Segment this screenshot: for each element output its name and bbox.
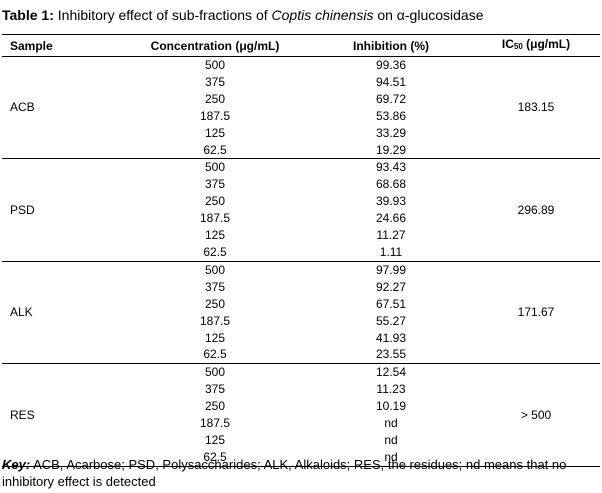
inhibition-cell: 1.11 xyxy=(310,243,472,262)
inhibition-cell: 92.27 xyxy=(375,279,407,294)
sample-cell: ALK xyxy=(2,261,120,365)
inhibition-cell: 10.19 xyxy=(375,399,407,414)
key-label: Key: xyxy=(2,457,31,472)
inhibition-cell: 23.55 xyxy=(310,346,472,365)
sample-cell: PSD xyxy=(2,158,120,262)
caption-label: Table 1: xyxy=(2,7,54,23)
table-body: ACB 500 99.36 183.15 375 94.51 250 69.72 187.5 53… xyxy=(2,56,600,467)
concentration-cell: 375 xyxy=(204,74,226,89)
table-row: RES 500 12.54 > 500 xyxy=(2,363,600,467)
concentration-cell: 62.5 xyxy=(120,346,310,365)
inhibition-cell: 24.66 xyxy=(375,211,407,226)
table-row: 187.5 24.66 xyxy=(2,210,600,227)
inhibition-cell: nd xyxy=(310,448,472,467)
inhibition-cell: 99.36 xyxy=(375,58,407,72)
concentration-cell: 125 xyxy=(204,432,226,447)
concentration-cell: 250 xyxy=(204,91,226,106)
table-row: 62.5 23.55 xyxy=(2,346,600,365)
key-text: ACB, Acarbose; PSD, Polysaccharides; ALK… xyxy=(2,457,567,489)
concentration-cell: 250 xyxy=(204,194,226,209)
header-inhibition: Inhibition (%) xyxy=(310,34,472,57)
concentration-cell: 125 xyxy=(204,125,226,140)
table-caption: Table 1: Inhibitory effect of sub-fracti… xyxy=(2,6,484,24)
inhibition-cell: 94.51 xyxy=(375,74,407,89)
sample-cell: RES xyxy=(2,363,120,467)
ic50-cell: 171.67 xyxy=(472,261,600,365)
inhibition-cell: 55.27 xyxy=(375,313,407,328)
header-ic50-sub: 50 xyxy=(513,42,523,51)
table-row: PSD 500 93.43 296.89 xyxy=(2,158,600,262)
ic50-cell: 296.89 xyxy=(472,158,600,262)
table-row: 250 10.19 xyxy=(2,398,600,415)
concentration-cell: 62.5 xyxy=(120,448,310,467)
header-ic50-prefix: IC xyxy=(501,37,514,51)
inhibition-cell: 11.23 xyxy=(376,382,406,397)
caption-text-before: Inhibitory effect of sub-fractions of xyxy=(53,7,272,23)
inhibition-cell: 53.86 xyxy=(375,108,407,123)
header-ic50: IC50 (μg/mL) xyxy=(472,34,600,57)
inhibition-cell: nd xyxy=(384,416,398,431)
table-key: Key: ACB, Acarbose; PSD, Polysaccharides… xyxy=(2,456,600,490)
header-ic50-suffix: (μg/mL) xyxy=(522,37,571,51)
table-row: 62.5 nd xyxy=(2,448,600,467)
table-row: 250 67.51 xyxy=(2,296,600,313)
inhibition-cell: 39.93 xyxy=(375,194,407,209)
concentration-cell: 187.5 xyxy=(199,108,231,123)
table-row: ALK 500 97.99 171.67 xyxy=(2,261,600,365)
concentration-cell: 187.5 xyxy=(199,313,231,328)
table-row: ACB 500 99.36 183.15 xyxy=(2,56,600,160)
table-row: 62.5 19.29 xyxy=(2,141,600,160)
inhibition-cell: 69.72 xyxy=(375,91,407,106)
concentration-cell: 500 xyxy=(204,365,226,380)
inhibition-cell: 41.93 xyxy=(375,330,407,345)
concentration-cell: 125 xyxy=(204,330,226,345)
table-row: 125 33.29 xyxy=(2,125,600,142)
concentration-cell: 500 xyxy=(204,58,226,72)
header-concentration: Concentration (μg/mL) xyxy=(120,34,310,57)
caption-species: Coptis chinensis xyxy=(271,7,374,23)
inhibition-cell: 11.27 xyxy=(376,228,406,243)
inhibition-table: Sample Concentration (μg/mL) Inhibition … xyxy=(2,34,600,467)
concentration-cell: 187.5 xyxy=(199,416,231,431)
inhibition-cell: 67.51 xyxy=(375,296,407,311)
inhibition-cell: 19.29 xyxy=(310,141,472,160)
concentration-cell: 375 xyxy=(204,382,226,397)
ic50-cell: 183.15 xyxy=(472,56,600,160)
header-row: Sample Concentration (μg/mL) Inhibition … xyxy=(2,34,600,57)
table-row: 125 11.27 xyxy=(2,227,600,244)
caption-text-after: on α-glucosidase xyxy=(373,7,484,23)
concentration-cell: 375 xyxy=(204,177,226,192)
inhibition-cell: 97.99 xyxy=(375,262,407,277)
concentration-cell: 500 xyxy=(204,262,226,277)
table-row: 187.5 53.86 xyxy=(2,108,600,125)
concentration-cell: 125 xyxy=(204,228,226,243)
inhibition-cell: 33.29 xyxy=(375,125,407,140)
inhibition-table-container: Sample Concentration (μg/mL) Inhibition … xyxy=(2,34,600,467)
concentration-cell: 250 xyxy=(204,399,226,414)
table-row: 250 69.72 xyxy=(2,91,600,108)
inhibition-cell: 12.54 xyxy=(375,365,407,380)
inhibition-cell: 93.43 xyxy=(375,160,407,175)
header-sample: Sample xyxy=(2,34,120,57)
table-row: 375 94.51 xyxy=(2,74,600,91)
concentration-cell: 250 xyxy=(204,296,226,311)
concentration-cell: 500 xyxy=(204,160,226,175)
concentration-cell: 62.5 xyxy=(120,243,310,262)
concentration-cell: 62.5 xyxy=(120,141,310,160)
concentration-cell: 375 xyxy=(204,279,226,294)
table-row: 187.5 55.27 xyxy=(2,313,600,330)
concentration-cell: 187.5 xyxy=(199,211,231,226)
table-row: 125 nd xyxy=(2,432,600,449)
inhibition-cell: 68.68 xyxy=(375,177,407,192)
table-row: 62.5 1.11 xyxy=(2,243,600,262)
ic50-cell: > 500 xyxy=(472,363,600,467)
inhibition-cell: nd xyxy=(384,432,398,447)
table-row: 375 92.27 xyxy=(2,279,600,296)
table-row: 375 68.68 xyxy=(2,176,600,193)
table-row: 125 41.93 xyxy=(2,330,600,347)
table-row: 375 11.23 xyxy=(2,381,600,398)
table-row: 187.5 nd xyxy=(2,415,600,432)
table-row: 250 39.93 xyxy=(2,193,600,210)
sample-cell: ACB xyxy=(2,56,120,160)
